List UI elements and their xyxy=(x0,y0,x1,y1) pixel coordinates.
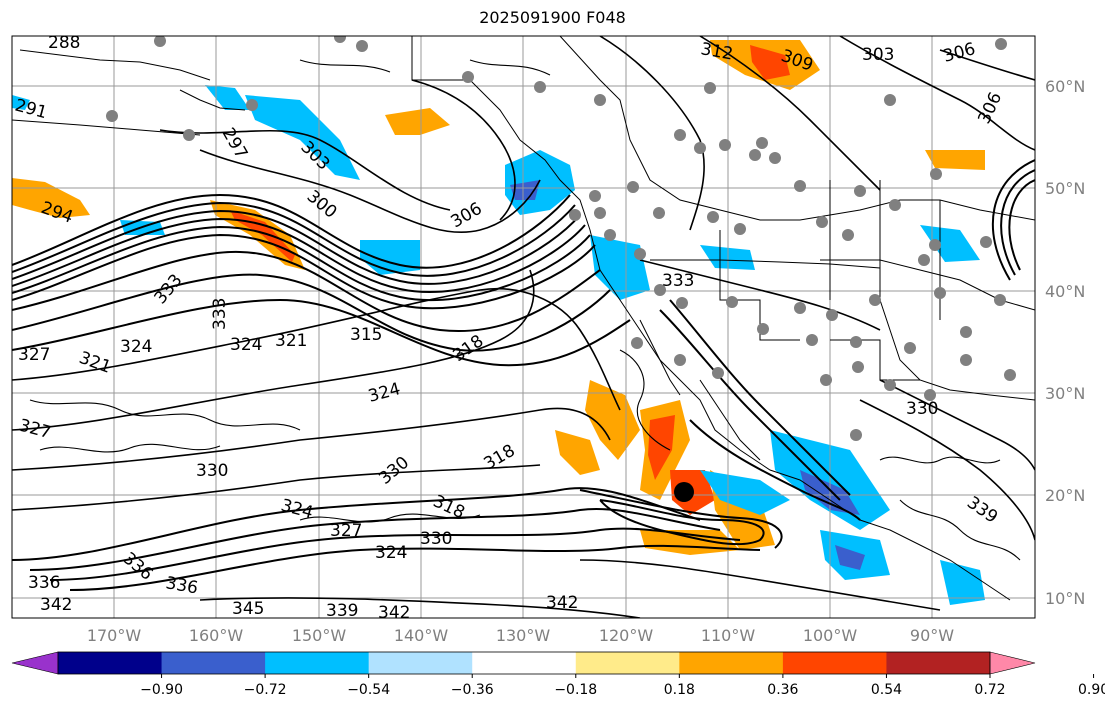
contour-label: 303 xyxy=(862,45,894,65)
lon-label-150w: 150°W xyxy=(291,626,347,645)
lat-label-50n: 50°N xyxy=(1045,179,1086,198)
contour-label: 330 xyxy=(906,399,938,419)
colorbar-tick-label: 0.36 xyxy=(767,682,799,698)
map-title: 2025091900 F048 xyxy=(479,8,626,27)
colorbar-swatch xyxy=(472,652,577,674)
contour-label: 327 xyxy=(330,521,362,541)
colorbar-swatch xyxy=(782,652,887,674)
lat-label-40n: 40°N xyxy=(1045,282,1086,301)
lat-label-60n: 60°N xyxy=(1045,77,1086,96)
colorbar-swatch xyxy=(161,652,266,674)
contour-label: 342 xyxy=(40,595,72,615)
contour-label: 288 xyxy=(48,33,80,53)
lat-label-30n: 30°N xyxy=(1045,384,1086,403)
contour-label: 324 xyxy=(375,543,407,563)
storm-center-marker xyxy=(674,482,694,502)
colorbar-tick-label: −0.18 xyxy=(554,682,598,698)
colorbar-swatch xyxy=(886,652,991,674)
colorbar-swatch xyxy=(58,652,163,674)
lon-label-110w: 110°W xyxy=(700,626,756,645)
colorbar-swatch xyxy=(368,652,473,674)
contour-label: 336 xyxy=(28,573,60,593)
colorbar-extend-min xyxy=(11,651,59,675)
contour-label: 342 xyxy=(546,593,578,613)
contour-label: 321 xyxy=(275,331,307,351)
colorbar-tick-label: −0.36 xyxy=(450,682,494,698)
lon-label-120w: 120°W xyxy=(598,626,654,645)
contour-label: 342 xyxy=(378,603,410,623)
contour-label: 324 xyxy=(230,335,262,355)
contour-label: 333 xyxy=(210,298,230,330)
lon-label-140w: 140°W xyxy=(393,626,449,645)
lon-label-90w: 90°W xyxy=(909,626,955,645)
colorbar-tick-label: 0.18 xyxy=(663,682,695,698)
colorbar-extend-max xyxy=(989,651,1036,675)
station-dots xyxy=(106,36,1016,441)
contour-lines xyxy=(12,36,1035,618)
colorbar-tick-label: −0.90 xyxy=(140,682,183,698)
colorbar-swatch xyxy=(265,652,370,674)
contour-label: 327 xyxy=(18,345,50,365)
colorbar-tick-label: 0.72 xyxy=(974,682,1006,698)
colorbar-frame xyxy=(57,651,991,675)
lon-label-160w: 160°W xyxy=(188,626,244,645)
lat-label-20n: 20°N xyxy=(1045,486,1086,505)
coastlines xyxy=(12,36,1035,601)
colorbar xyxy=(11,651,1095,678)
contour-label: 330 xyxy=(420,529,452,549)
lat-label-10n: 10°N xyxy=(1045,589,1086,608)
contour-label: 339 xyxy=(326,601,358,621)
contour-label: 345 xyxy=(232,599,264,619)
colorbar-swatch xyxy=(679,652,784,674)
contour-label: 324 xyxy=(120,337,152,357)
map-frame xyxy=(11,35,1036,619)
lon-label-100w: 100°W xyxy=(802,626,858,645)
colorbar-tick-label: 0.54 xyxy=(870,682,903,698)
colorbar-swatch xyxy=(575,652,680,674)
lon-label-170w: 170°W xyxy=(86,626,142,645)
colorbar-tick-label: −0.54 xyxy=(347,682,391,698)
colorbar-tick-label: 0.90 xyxy=(1077,682,1105,698)
contour-label: 333 xyxy=(662,271,694,291)
contour-label: 330 xyxy=(196,461,228,481)
colorbar-tick-label: −0.72 xyxy=(243,682,287,698)
contour-label: 315 xyxy=(350,325,382,345)
lon-label-130w: 130°W xyxy=(495,626,551,645)
